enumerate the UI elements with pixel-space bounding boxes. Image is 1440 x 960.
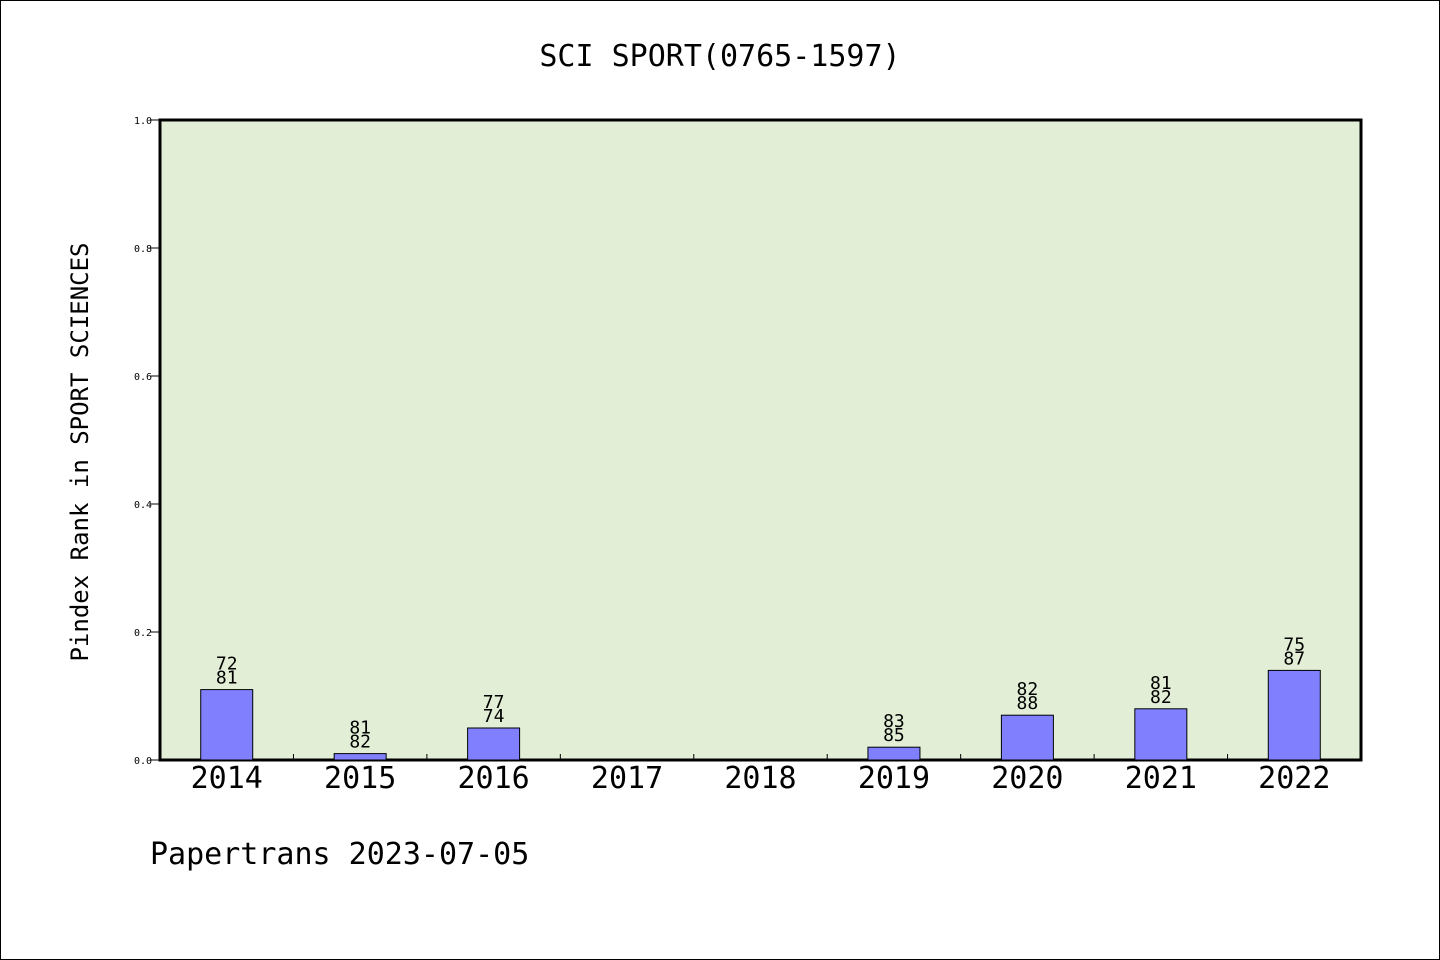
- y-tick-label: 0.6: [134, 372, 152, 383]
- x-tick-label: 2022: [1258, 761, 1330, 796]
- bar-data-label: 82: [1150, 687, 1172, 708]
- y-tick-label: 0.8: [134, 244, 152, 255]
- y-tick-label: 0.2: [134, 628, 152, 639]
- y-axis-label: Pindex Rank in SPORT SCIENCES: [66, 242, 94, 661]
- x-tick-label: 2017: [591, 761, 663, 796]
- bar-2022: [1267, 669, 1321, 761]
- y-tick-label: 0.0: [134, 756, 152, 767]
- y-tick-label: 0.4: [134, 500, 152, 511]
- bar-data-label: 82: [1017, 679, 1039, 700]
- bar-data-label: 81: [1150, 673, 1172, 694]
- bar-2021: [1134, 708, 1188, 761]
- bar-data-label: 81: [216, 668, 238, 689]
- bar-data-label: 74: [483, 706, 505, 727]
- x-tick-label: 2021: [1125, 761, 1197, 796]
- bar-data-label: 77: [483, 692, 505, 713]
- bar-2019: [867, 746, 921, 761]
- chart-title: SCI SPORT(0765-1597): [539, 39, 900, 74]
- x-tick-label: 2019: [858, 761, 930, 796]
- bar-data-label: 72: [216, 654, 238, 675]
- bar-data-label: 87: [1283, 648, 1305, 669]
- x-tick-label: 2014: [191, 761, 263, 796]
- bar-2016: [467, 727, 521, 761]
- x-tick-label: 2015: [324, 761, 396, 796]
- bar-2020: [1000, 714, 1054, 761]
- x-axis-ticks: 2014 2015 2016 2017 2018 2019 2020 2021 2022: [191, 754, 1330, 796]
- x-tick-label: 2020: [991, 761, 1063, 796]
- plot-area: [158, 118, 1363, 762]
- bar-data-label: 82: [349, 732, 371, 753]
- bar-data-label: 83: [883, 711, 905, 732]
- x-tick-label: 2018: [724, 761, 796, 796]
- bar-data-label: 75: [1283, 634, 1305, 655]
- x-tick-label: 2016: [457, 761, 529, 796]
- bar-data-label: 81: [349, 718, 371, 739]
- bar-2014: [200, 689, 254, 761]
- footer-credit: Papertrans 2023-07-05: [150, 837, 529, 872]
- bar-data-label: 88: [1017, 693, 1039, 714]
- bar-data-label: 85: [883, 725, 905, 746]
- y-axis-ticks: 0.0 0.2 0.4 0.6 0.8 1.0: [134, 116, 160, 767]
- bar-2015: [333, 753, 387, 761]
- y-tick-label: 1.0: [134, 116, 152, 127]
- bar-series: [200, 669, 1321, 761]
